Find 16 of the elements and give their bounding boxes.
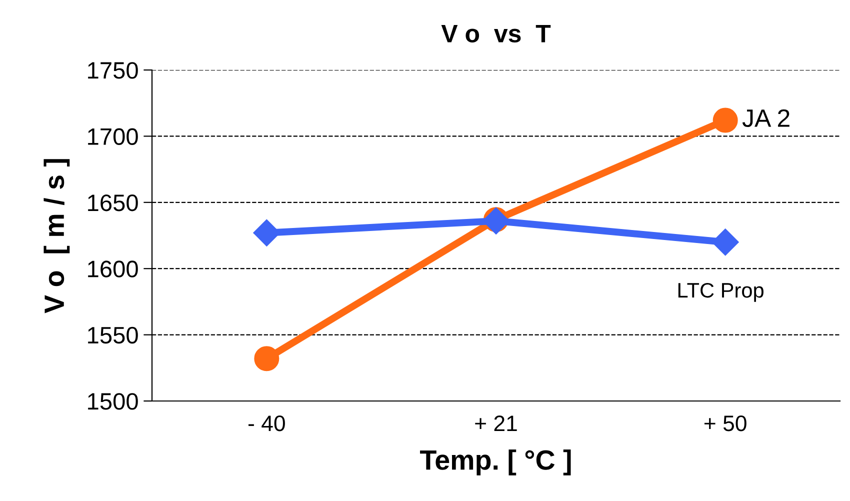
y-tick-label: 1500 — [88, 393, 138, 410]
y-axis-title: V o [ m / s ] — [44, 159, 70, 314]
y-tick-label: 1550 — [88, 326, 138, 344]
y-tick-label: 1750 — [88, 62, 138, 79]
x-tick-label: + 50 — [704, 415, 746, 432]
x-tick-label: - 40 — [248, 415, 285, 432]
series-label: LTC Prop — [678, 282, 764, 302]
point — [712, 108, 738, 133]
chart-title: V o vs T — [441, 25, 551, 42]
y-tick-label: 1600 — [88, 260, 138, 278]
x-tick-label: + 21 — [475, 415, 517, 431]
point — [254, 346, 280, 372]
x-axis-title: Temp. [ °C ] — [420, 449, 571, 476]
y-tick-label: 1700 — [88, 128, 138, 145]
y-tick-label: 1650 — [88, 194, 138, 212]
series-label: JA 2 — [742, 109, 790, 128]
